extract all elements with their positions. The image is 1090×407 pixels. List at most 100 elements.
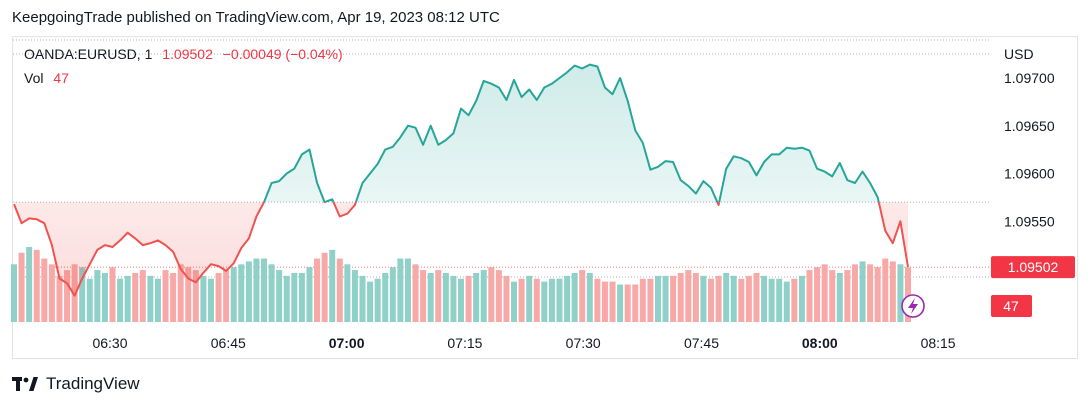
volume-bar — [336, 258, 343, 322]
volume-bar — [723, 272, 730, 322]
x-tick-label: 07:45 — [684, 335, 719, 351]
volume-bar — [41, 258, 48, 322]
volume-bar — [495, 270, 502, 322]
volume-bar — [851, 264, 858, 322]
volume-bar — [170, 272, 177, 322]
volume-bar — [192, 270, 199, 322]
volume-bar — [806, 270, 813, 322]
volume-bar — [33, 249, 40, 322]
volume-bar — [268, 264, 275, 322]
chart-panel[interactable] — [12, 36, 1078, 359]
volume-bar — [814, 267, 821, 322]
lightning-bolt-icon — [908, 298, 918, 314]
footer-brand[interactable]: TradingView — [12, 374, 140, 394]
volume-bar — [64, 270, 71, 322]
volume-bar — [79, 267, 86, 322]
volume-bar — [874, 267, 881, 322]
x-tick-label: 06:45 — [211, 335, 246, 351]
volume-bar — [427, 272, 434, 322]
volume-bar — [442, 272, 449, 322]
volume-bar — [889, 261, 896, 322]
volume-bar — [730, 275, 737, 322]
volume-bar — [836, 272, 843, 322]
volume-bar — [586, 272, 593, 322]
last-price: 1.09502 — [162, 46, 213, 62]
volume-bar — [882, 258, 889, 322]
volume-bar — [776, 278, 783, 322]
x-tick-label: 08:15 — [921, 335, 956, 351]
volume-bar — [177, 264, 184, 322]
volume-bar — [86, 278, 93, 322]
symbol-legend[interactable]: OANDA:EURUSD, 1 1.09502 −0.00049 (−0.04%… — [24, 46, 343, 62]
volume-bar — [200, 275, 207, 322]
volume-bar — [101, 272, 108, 322]
volume-bar — [124, 275, 131, 322]
volume-bar — [745, 275, 752, 322]
volume-bar — [291, 272, 298, 322]
volume-bar — [617, 284, 624, 322]
volume-bar — [147, 275, 154, 322]
volume-bar — [821, 264, 828, 322]
volume-bar — [768, 278, 775, 322]
volume-bar — [344, 264, 351, 322]
volume-bar — [844, 270, 851, 322]
volume-bar — [238, 264, 245, 322]
y-tick-label: 1.09650 — [1004, 118, 1055, 134]
volume-bar — [715, 275, 722, 322]
volume-bar — [435, 270, 442, 322]
volume-bar — [245, 261, 252, 322]
volume-bar — [11, 264, 17, 322]
volume-bar — [154, 278, 161, 322]
volume-bar — [230, 267, 237, 322]
x-tick-label: 08:00 — [802, 335, 838, 351]
volume-bar — [548, 278, 555, 322]
volume-bar — [632, 284, 639, 322]
volume-bar — [579, 270, 586, 322]
volume-bar — [367, 281, 374, 322]
y-tick-label: 1.09700 — [1004, 70, 1055, 86]
volume-bar — [56, 275, 63, 322]
volume-bar — [654, 275, 661, 322]
volume-bar — [48, 264, 55, 322]
volume-bar — [314, 258, 321, 322]
volume-bar — [321, 252, 328, 322]
volume-bar — [374, 278, 381, 322]
volume-bar — [601, 281, 608, 322]
x-tick-label: 07:15 — [447, 335, 482, 351]
volume-bar — [139, 270, 146, 322]
volume-bar — [18, 252, 25, 322]
volume-bar — [450, 275, 457, 322]
volume-bar — [397, 258, 404, 322]
volume-bar — [404, 258, 411, 322]
volume-bar — [412, 264, 419, 322]
y-tick-label: 1.09550 — [1004, 213, 1055, 229]
price-change: −0.00049 (−0.04%) — [222, 46, 343, 62]
y-tick-label: 1.09600 — [1004, 166, 1055, 182]
volume-bar — [458, 278, 464, 322]
x-tick-label: 07:30 — [566, 335, 601, 351]
volume-label: Vol — [24, 70, 44, 86]
volume-bar — [571, 272, 578, 322]
volume-bar — [351, 270, 358, 322]
volume-bar — [700, 275, 707, 322]
symbol-name[interactable]: OANDA:EURUSD, 1 — [24, 46, 153, 62]
volume-bar — [389, 267, 396, 322]
volume-bar — [791, 278, 798, 322]
volume-bar — [897, 264, 904, 322]
x-tick-label: 07:00 — [329, 335, 365, 351]
volume-bar — [306, 267, 313, 322]
volume-bar — [473, 272, 480, 322]
volume-bar — [359, 275, 366, 322]
volume-legend[interactable]: Vol 47 — [24, 70, 69, 86]
volume-bar — [465, 275, 472, 322]
area-fill-below — [14, 202, 908, 296]
volume-bar — [480, 270, 487, 322]
volume-bar — [662, 275, 669, 322]
volume-bar — [109, 267, 116, 322]
volume-bar — [207, 278, 214, 322]
footer-brand-name: TradingView — [46, 374, 140, 393]
volume-bar — [753, 272, 760, 322]
tradingview-logo-icon — [12, 377, 38, 391]
price-line-above — [262, 63, 880, 203]
